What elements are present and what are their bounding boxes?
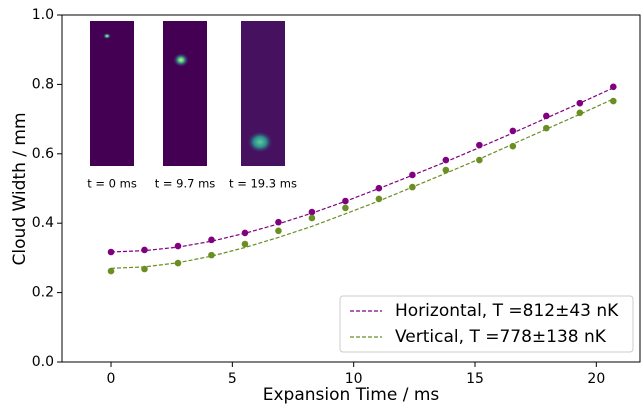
data-point xyxy=(476,141,483,149)
data-point xyxy=(610,97,617,105)
data-point xyxy=(543,112,550,120)
y-tick-label: 0.8 xyxy=(32,76,54,92)
x-tick-label: 0 xyxy=(107,371,116,387)
y-tick-label: 0.2 xyxy=(32,285,54,301)
data-point xyxy=(442,166,450,174)
inset-caption: t = 0 ms xyxy=(87,177,137,191)
data-point xyxy=(476,156,483,164)
data-point xyxy=(576,99,584,107)
y-axis-label: Cloud Width / mm xyxy=(10,112,30,265)
plot-frame xyxy=(61,14,641,363)
fit-line xyxy=(110,87,614,253)
legend-box xyxy=(339,295,634,353)
data-point xyxy=(241,240,249,248)
x-tick-label: 15 xyxy=(466,371,484,387)
data-point xyxy=(208,236,215,244)
x-axis-label: Expansion Time / ms xyxy=(263,385,440,405)
data-point xyxy=(409,183,416,191)
data-point xyxy=(509,142,517,150)
data-point xyxy=(543,124,550,132)
data-point xyxy=(610,83,617,91)
legend-label: Horizontal, T =812±43 nK xyxy=(395,301,619,321)
inset-images xyxy=(90,21,285,166)
data-point xyxy=(442,156,450,164)
data-point xyxy=(308,208,316,216)
data-point xyxy=(241,229,249,237)
data-point xyxy=(174,259,182,267)
data-point xyxy=(275,227,282,235)
data-point xyxy=(375,195,383,203)
data-point xyxy=(342,197,349,205)
inset-caption: t = 19.3 ms xyxy=(229,177,297,191)
data-point xyxy=(409,171,416,179)
data-point xyxy=(107,267,115,275)
data-point xyxy=(308,214,316,222)
data-point xyxy=(174,242,182,250)
y-tick-label: 0.0 xyxy=(32,354,54,370)
data-point xyxy=(576,109,584,117)
data-point xyxy=(375,184,383,192)
data-point xyxy=(141,246,148,254)
fit-line xyxy=(110,98,614,269)
x-tick-label: 5 xyxy=(228,371,237,387)
data-point xyxy=(141,265,148,273)
y-tick-label: 0.4 xyxy=(32,215,54,231)
y-tick-label: 0.6 xyxy=(32,146,54,162)
inset-caption: t = 9.7 ms xyxy=(155,177,216,191)
legend-label: Vertical, T =778±138 nK xyxy=(395,327,607,347)
y-tick-label: 1.0 xyxy=(32,7,54,23)
data-point xyxy=(208,251,215,259)
x-tick-label: 20 xyxy=(587,371,605,387)
data-point xyxy=(342,204,349,212)
data-point xyxy=(509,127,517,135)
data-point xyxy=(107,248,115,256)
x-tick-label: 10 xyxy=(345,371,363,387)
data-point xyxy=(275,218,282,226)
